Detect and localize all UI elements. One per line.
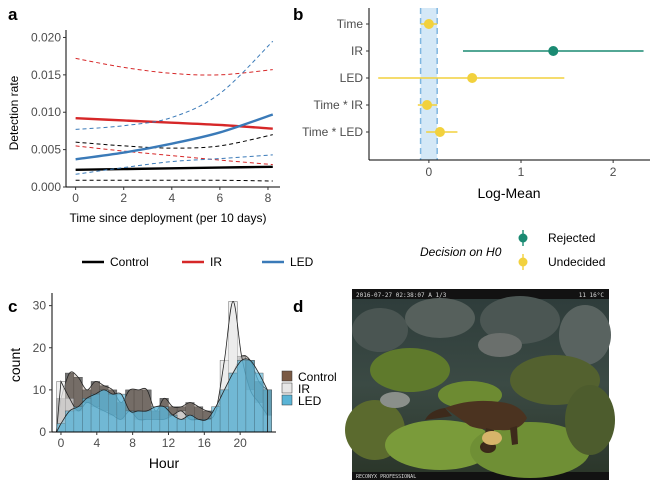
legend-label-led: LED (290, 255, 314, 269)
estimate-point-led (467, 73, 478, 83)
panel-c-y-tick-label: 10 (33, 383, 47, 397)
legend-label-ir: IR (298, 382, 310, 396)
photo-corner-info: 11 16°C (579, 292, 605, 299)
panel-c-xlabel: Hour (149, 455, 180, 471)
panel-b-x-tick-label: 1 (518, 165, 525, 179)
legend-label-undecided: Undecided (548, 255, 605, 269)
panel-b-x-tick-label: 0 (426, 165, 433, 179)
panel-c-x-tick-label: 16 (198, 436, 212, 450)
estimate-point-ir (548, 46, 559, 56)
panel-a-y-tick-label: 0.005 (31, 143, 61, 157)
legend-label-ir: IR (210, 255, 222, 269)
legend-key-led (281, 394, 293, 406)
camera-trap-photo: 2016-07-27 02:38:07 A 1/3 11 16°C RECONY… (345, 289, 615, 480)
series-led-upper-ci (75, 40, 274, 130)
panel-c-x-tick-label: 0 (58, 436, 65, 450)
panel-label-a: a (8, 5, 18, 24)
panel-a-y-tick-label: 0.000 (31, 180, 61, 194)
legend-label-led: LED (298, 394, 322, 408)
legend-key-point-rejected (518, 233, 528, 243)
panel-c-y-tick-label: 30 (33, 299, 47, 313)
photo-brand: RECONYX PROFESSIONAL (356, 474, 416, 480)
panel-b-xlabel: Log-Mean (477, 185, 540, 201)
marten-animal (425, 400, 527, 453)
estimate-point-time-ir (422, 100, 433, 110)
series-ir-upper-ci (75, 57, 273, 76)
panel-c-y-tick-label: 20 (33, 341, 47, 355)
panel-a-y-tick-label: 0.015 (31, 68, 61, 82)
series-control-mean-line (75, 165, 273, 172)
panel-a-x-tick-label: 8 (265, 191, 272, 205)
term-label-time: Time (337, 17, 364, 31)
photo-timestamp: 2016-07-27 02:38:07 A 1/3 (356, 292, 447, 299)
series-ir-lower-ci (75, 145, 273, 166)
legend-label-control: Control (110, 255, 149, 269)
term-label-ir: IR (351, 44, 363, 58)
panel-a-x-tick-label: 4 (168, 191, 175, 205)
panel-a-xlabel: Time since deployment (per 10 days) (70, 211, 267, 225)
series-led-lower-ci (75, 154, 273, 175)
legend-label-rejected: Rejected (548, 231, 595, 245)
term-label-time-led: Time * LED (302, 125, 363, 139)
panel-b-x-tick-label: 2 (610, 165, 617, 179)
density-curve-led (55, 358, 268, 433)
panel-label-c: c (8, 297, 17, 316)
term-label-led: LED (340, 71, 364, 85)
panel-label-b: b (293, 5, 303, 24)
equivalence-band (420, 8, 438, 160)
legend-title-decision: Decision on H0 (420, 245, 502, 259)
series-led-mean-line (75, 113, 274, 161)
legend-key-control (281, 370, 293, 382)
detection-rate-chart: Time since deployment (per 10 days) Dete… (7, 30, 314, 269)
legend-key-ir (281, 382, 293, 394)
estimate-point-time (423, 19, 434, 29)
panel-c-y-tick-label: 0 (39, 425, 46, 439)
estimate-point-time-led (434, 127, 445, 137)
panel-c-x-tick-label: 4 (93, 436, 100, 450)
panel-a-ylabel: Detection rate (7, 75, 21, 150)
panel-c-x-tick-label: 20 (233, 436, 247, 450)
series-control-lower-ci (75, 179, 273, 182)
panel-a-x-tick-label: 6 (217, 191, 224, 205)
panel-a-y-tick-label: 0.020 (31, 30, 61, 44)
panel-a-x-tick-label: 2 (120, 191, 127, 205)
panel-c-ylabel: count (7, 348, 23, 382)
panel-c-x-tick-label: 12 (162, 436, 176, 450)
panel-a-x-tick-label: 0 (72, 191, 79, 205)
panel-label-d: d (293, 297, 303, 316)
panel-a-y-tick-label: 0.010 (31, 105, 61, 119)
log-mean-forest-plot: Log-Mean 0 1 2 Time IR LED Time * IR Time * LED… (302, 8, 650, 270)
term-label-time-ir: Time * IR (313, 98, 363, 112)
legend-key-point-undecided (518, 257, 528, 267)
series-control-upper-ci (75, 134, 273, 149)
legend-label-control: Control (298, 370, 337, 384)
panel-c-x-tick-label: 8 (129, 436, 136, 450)
